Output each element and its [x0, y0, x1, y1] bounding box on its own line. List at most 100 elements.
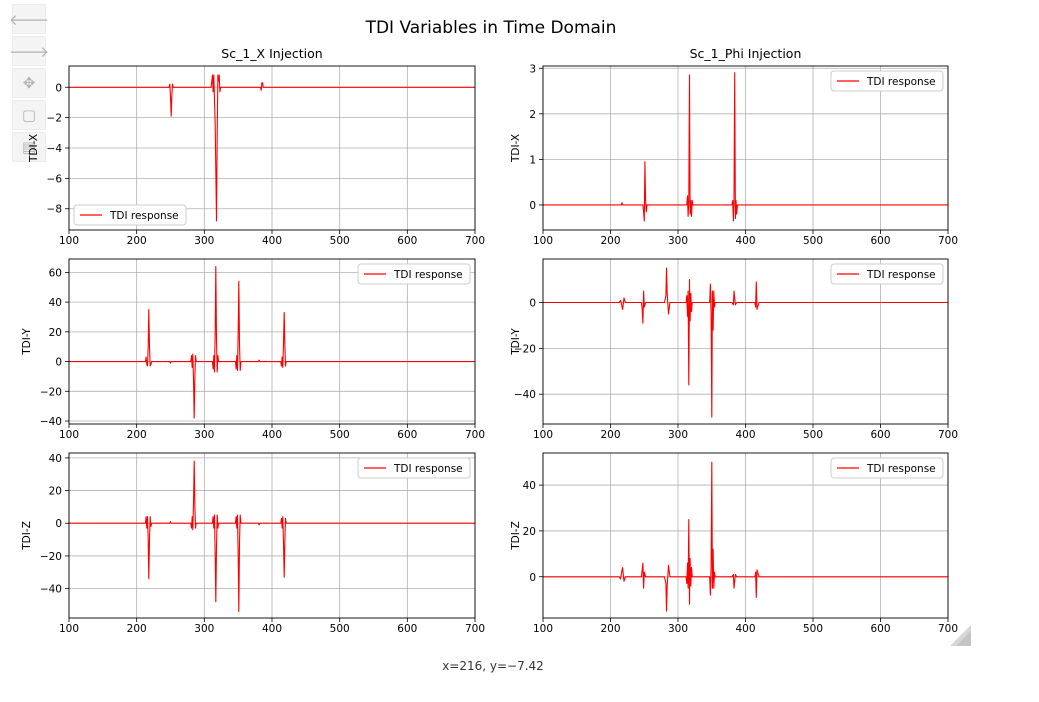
y-axis-label: TDI-X — [510, 134, 522, 163]
x-tick-label: 500 — [330, 623, 350, 635]
x-tick-label: 700 — [465, 623, 485, 635]
zoom-rect-icon: ▢ — [21, 106, 37, 124]
y-axis-label: TDI-Z — [510, 521, 522, 551]
x-tick-label: 300 — [194, 429, 214, 441]
series-line — [69, 460, 475, 613]
y-tick-label: 3 — [529, 63, 536, 75]
subplot-title: Sc_1_X Injection — [221, 46, 322, 61]
y-tick-label: −20 — [40, 386, 62, 398]
legend-label: TDI response — [866, 463, 936, 475]
x-tick-label: 100 — [59, 623, 79, 635]
legend: TDI response — [357, 263, 471, 285]
save-button[interactable]: ▤ — [12, 132, 46, 162]
x-tick-label: 500 — [330, 235, 350, 247]
subplot-3: 100 200 300 400 500 600 700 −40 −20 0 20 40 60 TDI-Y T… — [21, 258, 485, 441]
y-tick-label: 40 — [49, 453, 62, 465]
x-tick-label: 300 — [194, 235, 214, 247]
y-tick-label: 20 — [523, 526, 536, 538]
navigation-toolbar: 🡐 🡒 ✥ ▢ ▤ — [8, 4, 50, 164]
x-tick-label: 200 — [600, 429, 620, 441]
series-line — [69, 265, 475, 419]
series-line — [69, 74, 475, 222]
legend-label: TDI response — [393, 463, 463, 475]
y-tick-label: −40 — [40, 416, 62, 428]
legend: TDI response — [73, 204, 187, 226]
legend-label: TDI response — [393, 269, 463, 281]
back-button[interactable]: 🡐 — [8, 4, 50, 34]
arrow-left-icon: 🡐 — [8, 10, 50, 29]
forward-button[interactable]: 🡒 — [8, 36, 50, 66]
x-tick-label: 300 — [668, 623, 688, 635]
x-tick-label: 700 — [938, 235, 958, 247]
y-tick-label: 2 — [529, 109, 536, 121]
y-tick-label: 20 — [49, 327, 62, 339]
y-axis-label: TDI-X — [28, 134, 40, 163]
x-tick-label: 600 — [870, 235, 890, 247]
x-tick-label: 400 — [262, 623, 282, 635]
x-tick-label: 400 — [735, 623, 755, 635]
series-line — [543, 461, 948, 612]
legend: TDI response — [357, 457, 471, 479]
y-tick-label: −6 — [47, 173, 63, 185]
y-axis-label: TDI-Y — [510, 328, 522, 356]
x-tick-label: 200 — [600, 235, 620, 247]
x-tick-label: 300 — [668, 235, 688, 247]
x-tick-label: 200 — [127, 429, 147, 441]
y-tick-label: 40 — [49, 297, 62, 309]
y-tick-label: 0 — [529, 200, 536, 212]
x-tick-label: 300 — [668, 429, 688, 441]
legend-frame — [357, 457, 471, 479]
legend: TDI response — [830, 263, 944, 285]
zoom-button[interactable]: ▢ — [12, 100, 46, 130]
x-tick-label: 400 — [262, 429, 282, 441]
cursor-coordinates: x=216, y=−7.42 — [442, 659, 544, 673]
subplot-6: 100 200 300 400 500 600 700 0 20 40 TDI-Z TDI respo… — [510, 452, 958, 635]
x-tick-label: 400 — [735, 235, 755, 247]
x-tick-label: 100 — [59, 429, 79, 441]
pan-button[interactable]: ✥ — [12, 68, 46, 98]
y-tick-label: 20 — [49, 486, 62, 498]
y-tick-label: 0 — [529, 572, 536, 584]
resize-grip-icon[interactable] — [950, 625, 971, 646]
x-tick-label: 500 — [803, 235, 823, 247]
x-tick-label: 600 — [397, 235, 417, 247]
save-icon: ▤ — [21, 138, 37, 156]
legend: TDI response — [830, 70, 944, 92]
y-axis-label: TDI-Y — [21, 328, 33, 356]
x-tick-label: 600 — [870, 429, 890, 441]
x-tick-label: 300 — [194, 623, 214, 635]
y-tick-label: 40 — [523, 480, 536, 492]
x-tick-label: 400 — [262, 235, 282, 247]
y-tick-label: −40 — [40, 584, 62, 596]
y-tick-label: −20 — [40, 551, 62, 563]
legend: TDI response — [830, 457, 944, 479]
subplot-5: 100 200 300 400 500 600 700 −40 −20 0 20 40 TDI-Z TDI… — [21, 452, 485, 635]
x-tick-label: 700 — [938, 623, 958, 635]
legend-frame — [830, 457, 944, 479]
y-tick-label: −20 — [514, 343, 536, 355]
y-tick-label: 0 — [55, 518, 62, 530]
x-tick-label: 700 — [465, 235, 485, 247]
x-tick-label: 100 — [533, 429, 553, 441]
y-axis-label: TDI-Z — [21, 521, 33, 551]
arrow-right-icon: 🡒 — [8, 42, 50, 61]
subplot-4: 100 200 300 400 500 600 700 −40 −20 0 TDI-Y TDI res… — [510, 258, 958, 441]
x-tick-label: 700 — [938, 429, 958, 441]
y-tick-label: −2 — [47, 113, 62, 125]
x-tick-label: 600 — [397, 429, 417, 441]
subplot-2: 100 200 300 400 500 600 700 0 1 2 3 Sc_1_Phi Inject… — [510, 46, 958, 247]
x-tick-label: 400 — [735, 429, 755, 441]
y-tick-label: 0 — [55, 82, 62, 94]
y-tick-label: 60 — [49, 267, 62, 279]
legend-label: TDI response — [866, 269, 936, 281]
x-tick-label: 500 — [803, 623, 823, 635]
y-tick-label: −4 — [47, 143, 63, 155]
y-tick-label: 0 — [55, 357, 62, 369]
x-tick-label: 200 — [127, 623, 147, 635]
x-tick-label: 500 — [330, 429, 350, 441]
legend-frame — [830, 70, 944, 92]
legend-frame — [73, 204, 187, 226]
series-line — [543, 72, 948, 222]
